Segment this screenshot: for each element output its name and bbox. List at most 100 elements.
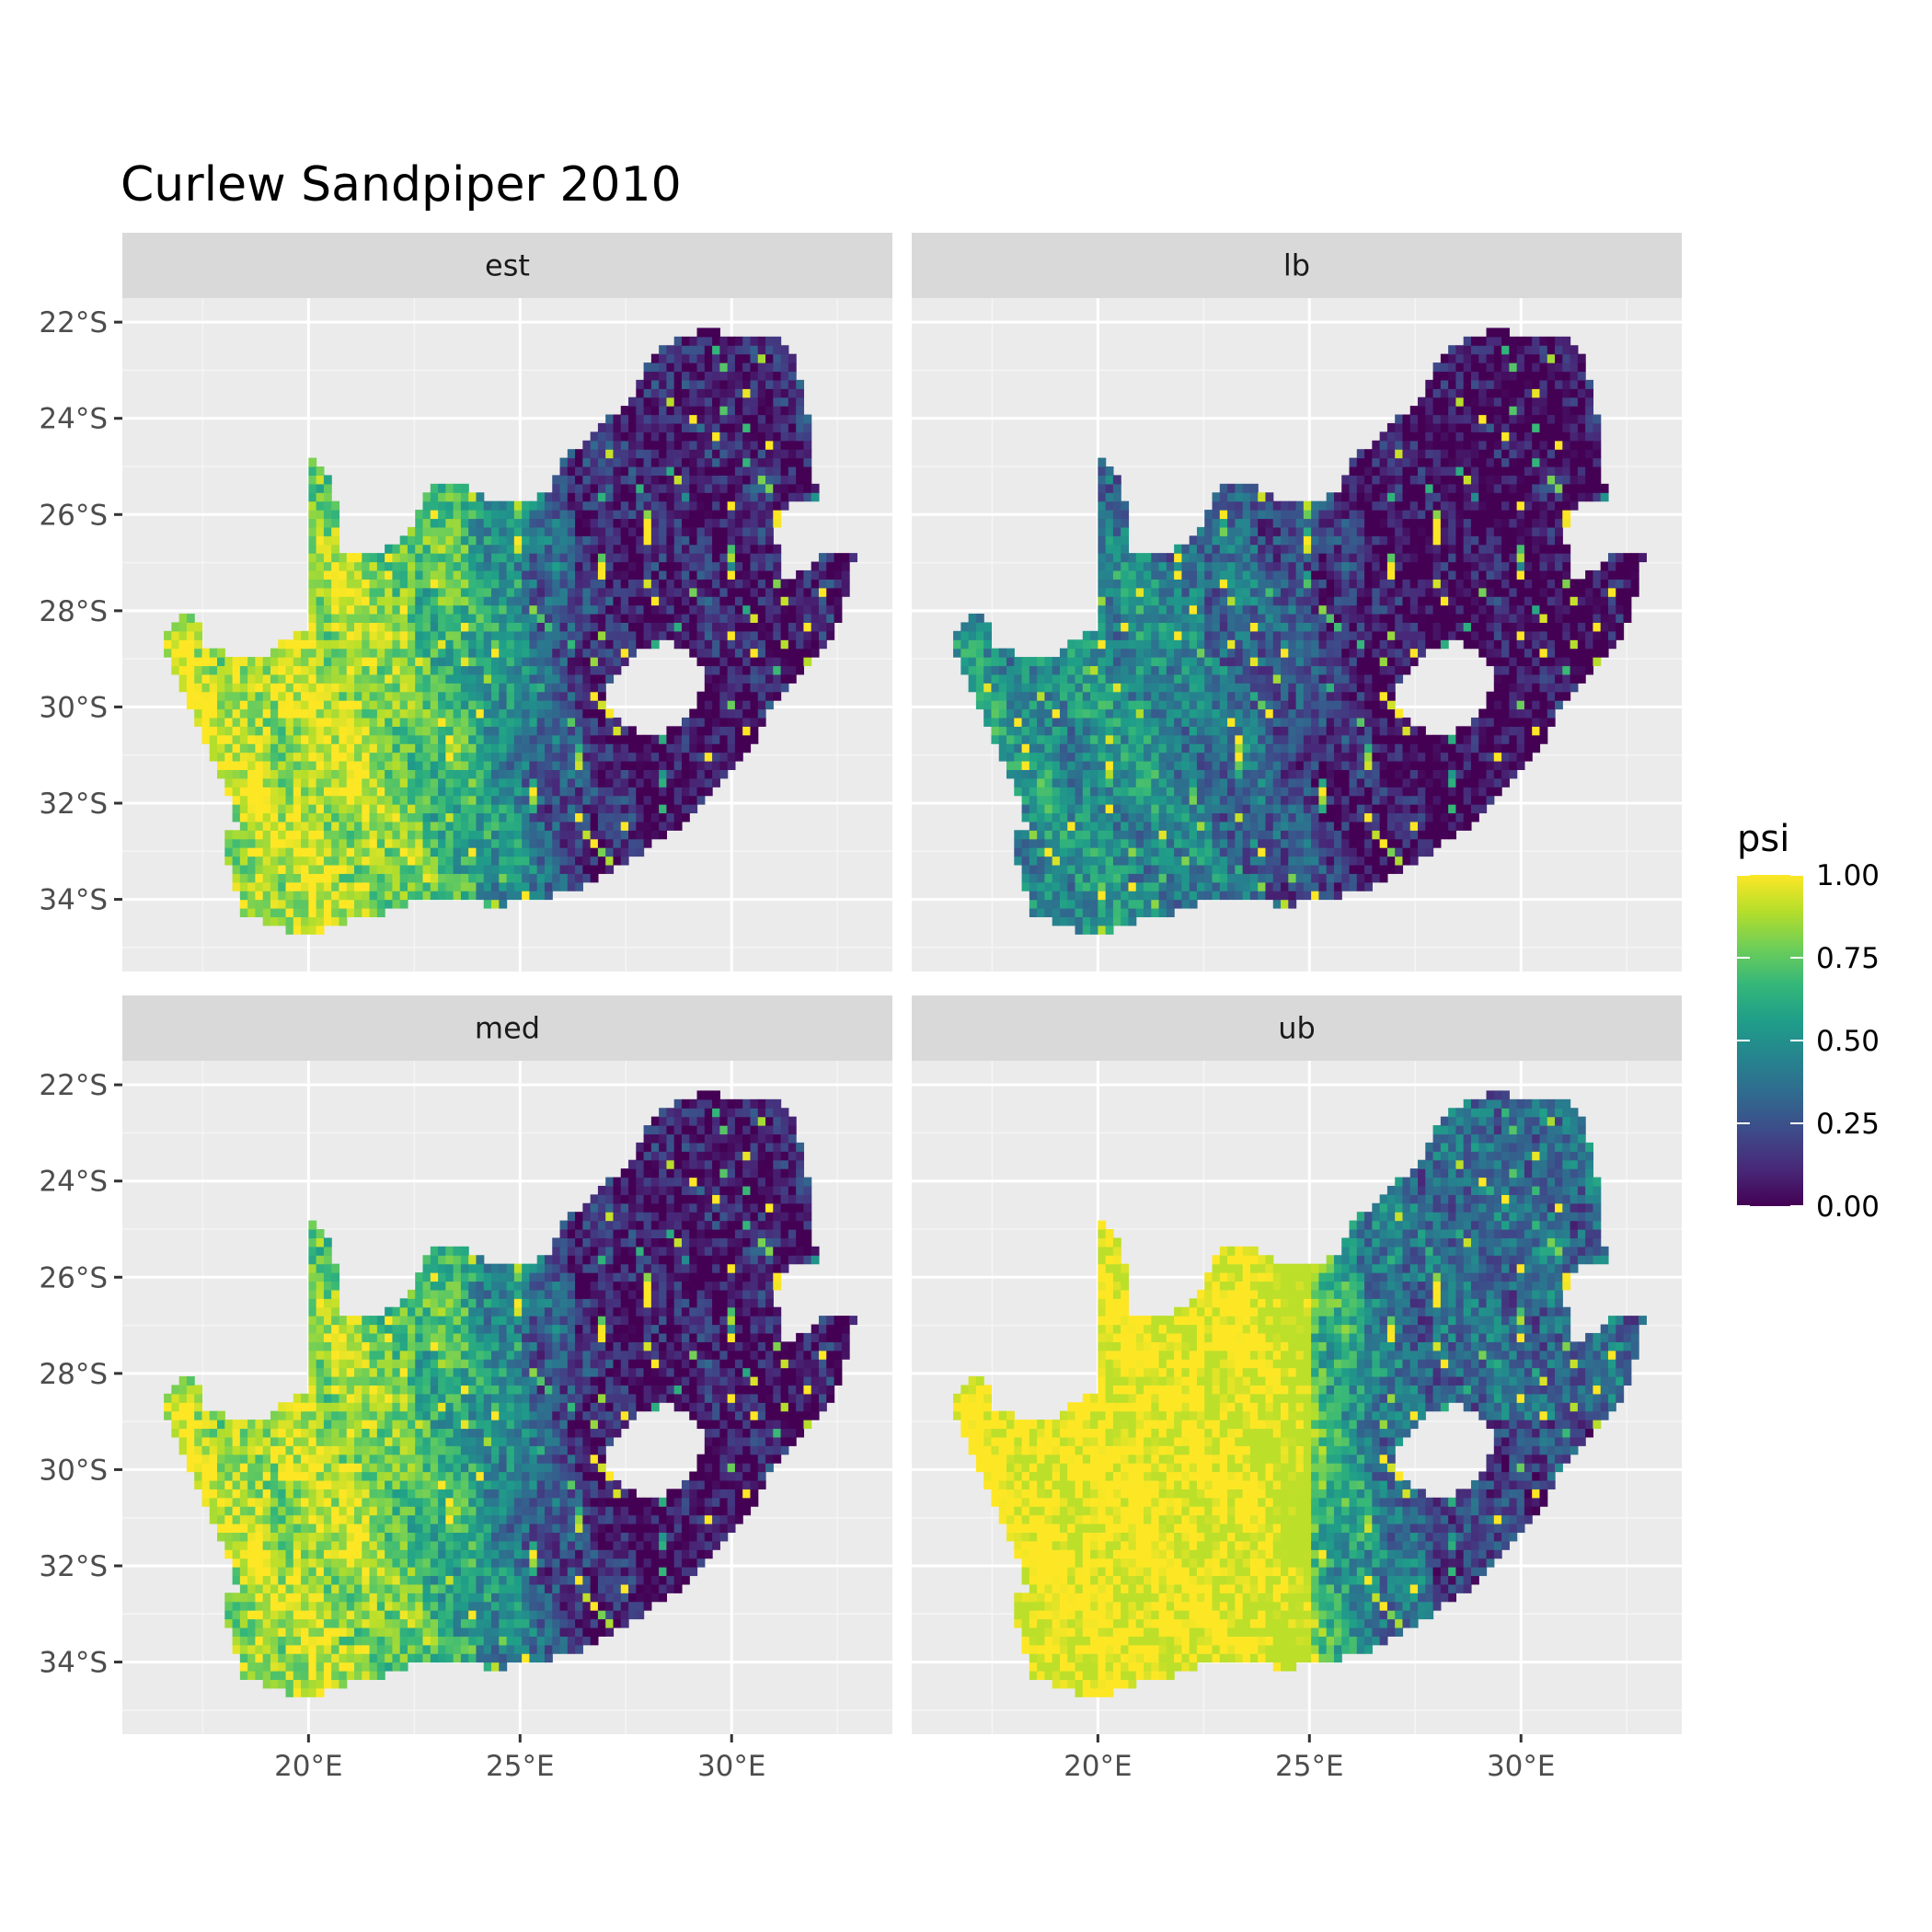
raster-cell	[1067, 864, 1076, 874]
raster-cell	[316, 795, 325, 805]
raster-cell	[522, 510, 531, 520]
raster-cell	[476, 518, 485, 528]
raster-cell	[354, 847, 362, 857]
raster-cell	[1144, 787, 1152, 797]
raster-cell	[1242, 760, 1251, 770]
raster-cell	[1249, 544, 1259, 554]
raster-cell	[1158, 804, 1167, 814]
raster-cell	[392, 596, 401, 606]
raster-cell	[1121, 569, 1130, 580]
raster-cell	[544, 821, 553, 831]
raster-cell	[605, 569, 615, 580]
raster-cell	[582, 440, 592, 450]
raster-cell	[1258, 673, 1267, 684]
raster-cell	[613, 579, 622, 589]
raster-cell	[1052, 752, 1061, 762]
raster-cell	[1098, 648, 1107, 658]
raster-cell	[1174, 812, 1183, 822]
raster-cell	[399, 604, 408, 615]
raster-cell	[1105, 830, 1114, 840]
raster-cell	[1144, 821, 1152, 831]
raster-cell	[575, 717, 583, 727]
raster-cell	[430, 630, 439, 640]
raster-cell	[834, 561, 843, 571]
raster-cell	[1181, 630, 1190, 640]
raster-cell	[1090, 760, 1098, 770]
raster-cell	[278, 812, 287, 822]
raster-cell	[643, 752, 652, 762]
raster-cell	[1075, 657, 1084, 667]
raster-cell	[734, 708, 743, 719]
raster-cell	[186, 691, 195, 701]
raster-cell	[1112, 812, 1121, 822]
raster-cell	[453, 535, 462, 546]
raster-cell	[628, 795, 637, 805]
raster-cell	[430, 769, 439, 779]
raster-cell	[301, 760, 309, 770]
raster-cell	[339, 881, 348, 891]
raster-cell	[522, 691, 531, 701]
raster-cell	[628, 569, 637, 580]
raster-cell	[1151, 569, 1160, 580]
raster-cell	[567, 769, 576, 779]
raster-cell	[293, 769, 302, 779]
raster-cell	[438, 891, 446, 901]
raster-cell	[712, 457, 720, 467]
raster-cell	[522, 579, 531, 589]
raster-cell	[529, 812, 538, 822]
raster-cell	[422, 726, 431, 736]
raster-cell	[666, 587, 675, 597]
raster-cell	[323, 587, 332, 597]
raster-cell	[453, 683, 462, 693]
raster-cell	[1052, 683, 1061, 693]
raster-cell	[780, 414, 789, 424]
raster-cell	[1014, 726, 1023, 736]
raster-cell	[742, 544, 752, 554]
raster-cell	[712, 579, 720, 589]
raster-cell	[468, 795, 477, 805]
raster-cell	[422, 544, 431, 554]
raster-cell	[773, 397, 782, 407]
raster-cell	[1189, 726, 1198, 736]
raster-cell	[750, 708, 759, 719]
raster-cell	[1219, 881, 1228, 891]
raster-cell	[1029, 830, 1038, 840]
raster-cell	[499, 717, 508, 727]
raster-cell	[285, 760, 294, 770]
raster-cell	[780, 622, 789, 632]
raster-cell	[262, 856, 271, 866]
raster-cell	[1112, 708, 1121, 719]
raster-cell	[1258, 648, 1267, 658]
raster-cell	[1258, 596, 1267, 606]
raster-cell	[628, 804, 637, 814]
raster-cell	[438, 700, 446, 710]
raster-cell	[750, 379, 759, 389]
raster-cell	[376, 613, 385, 624]
raster-cell	[1112, 665, 1121, 675]
raster-cell	[369, 847, 378, 857]
raster-cell	[1067, 752, 1076, 762]
raster-cell	[262, 821, 271, 831]
raster-cell	[339, 804, 348, 814]
raster-cell	[1052, 657, 1061, 667]
raster-cell	[796, 579, 805, 589]
raster-cell	[1128, 769, 1137, 779]
raster-cell	[681, 787, 690, 797]
raster-cell	[544, 708, 553, 719]
raster-cell	[788, 639, 797, 650]
raster-cell	[491, 604, 500, 615]
raster-cell	[247, 787, 257, 797]
raster-cell	[407, 812, 416, 822]
raster-cell	[620, 769, 629, 779]
raster-cell	[354, 795, 362, 805]
raster-cell	[369, 569, 378, 580]
raster-cell	[445, 760, 454, 770]
raster-cell	[385, 899, 394, 909]
raster-cell	[1128, 673, 1137, 684]
raster-cell	[1098, 518, 1107, 528]
raster-cell	[1196, 561, 1205, 571]
raster-cell	[468, 510, 477, 520]
raster-cell	[354, 673, 362, 684]
raster-cell	[224, 769, 234, 779]
raster-cell	[1082, 891, 1091, 901]
